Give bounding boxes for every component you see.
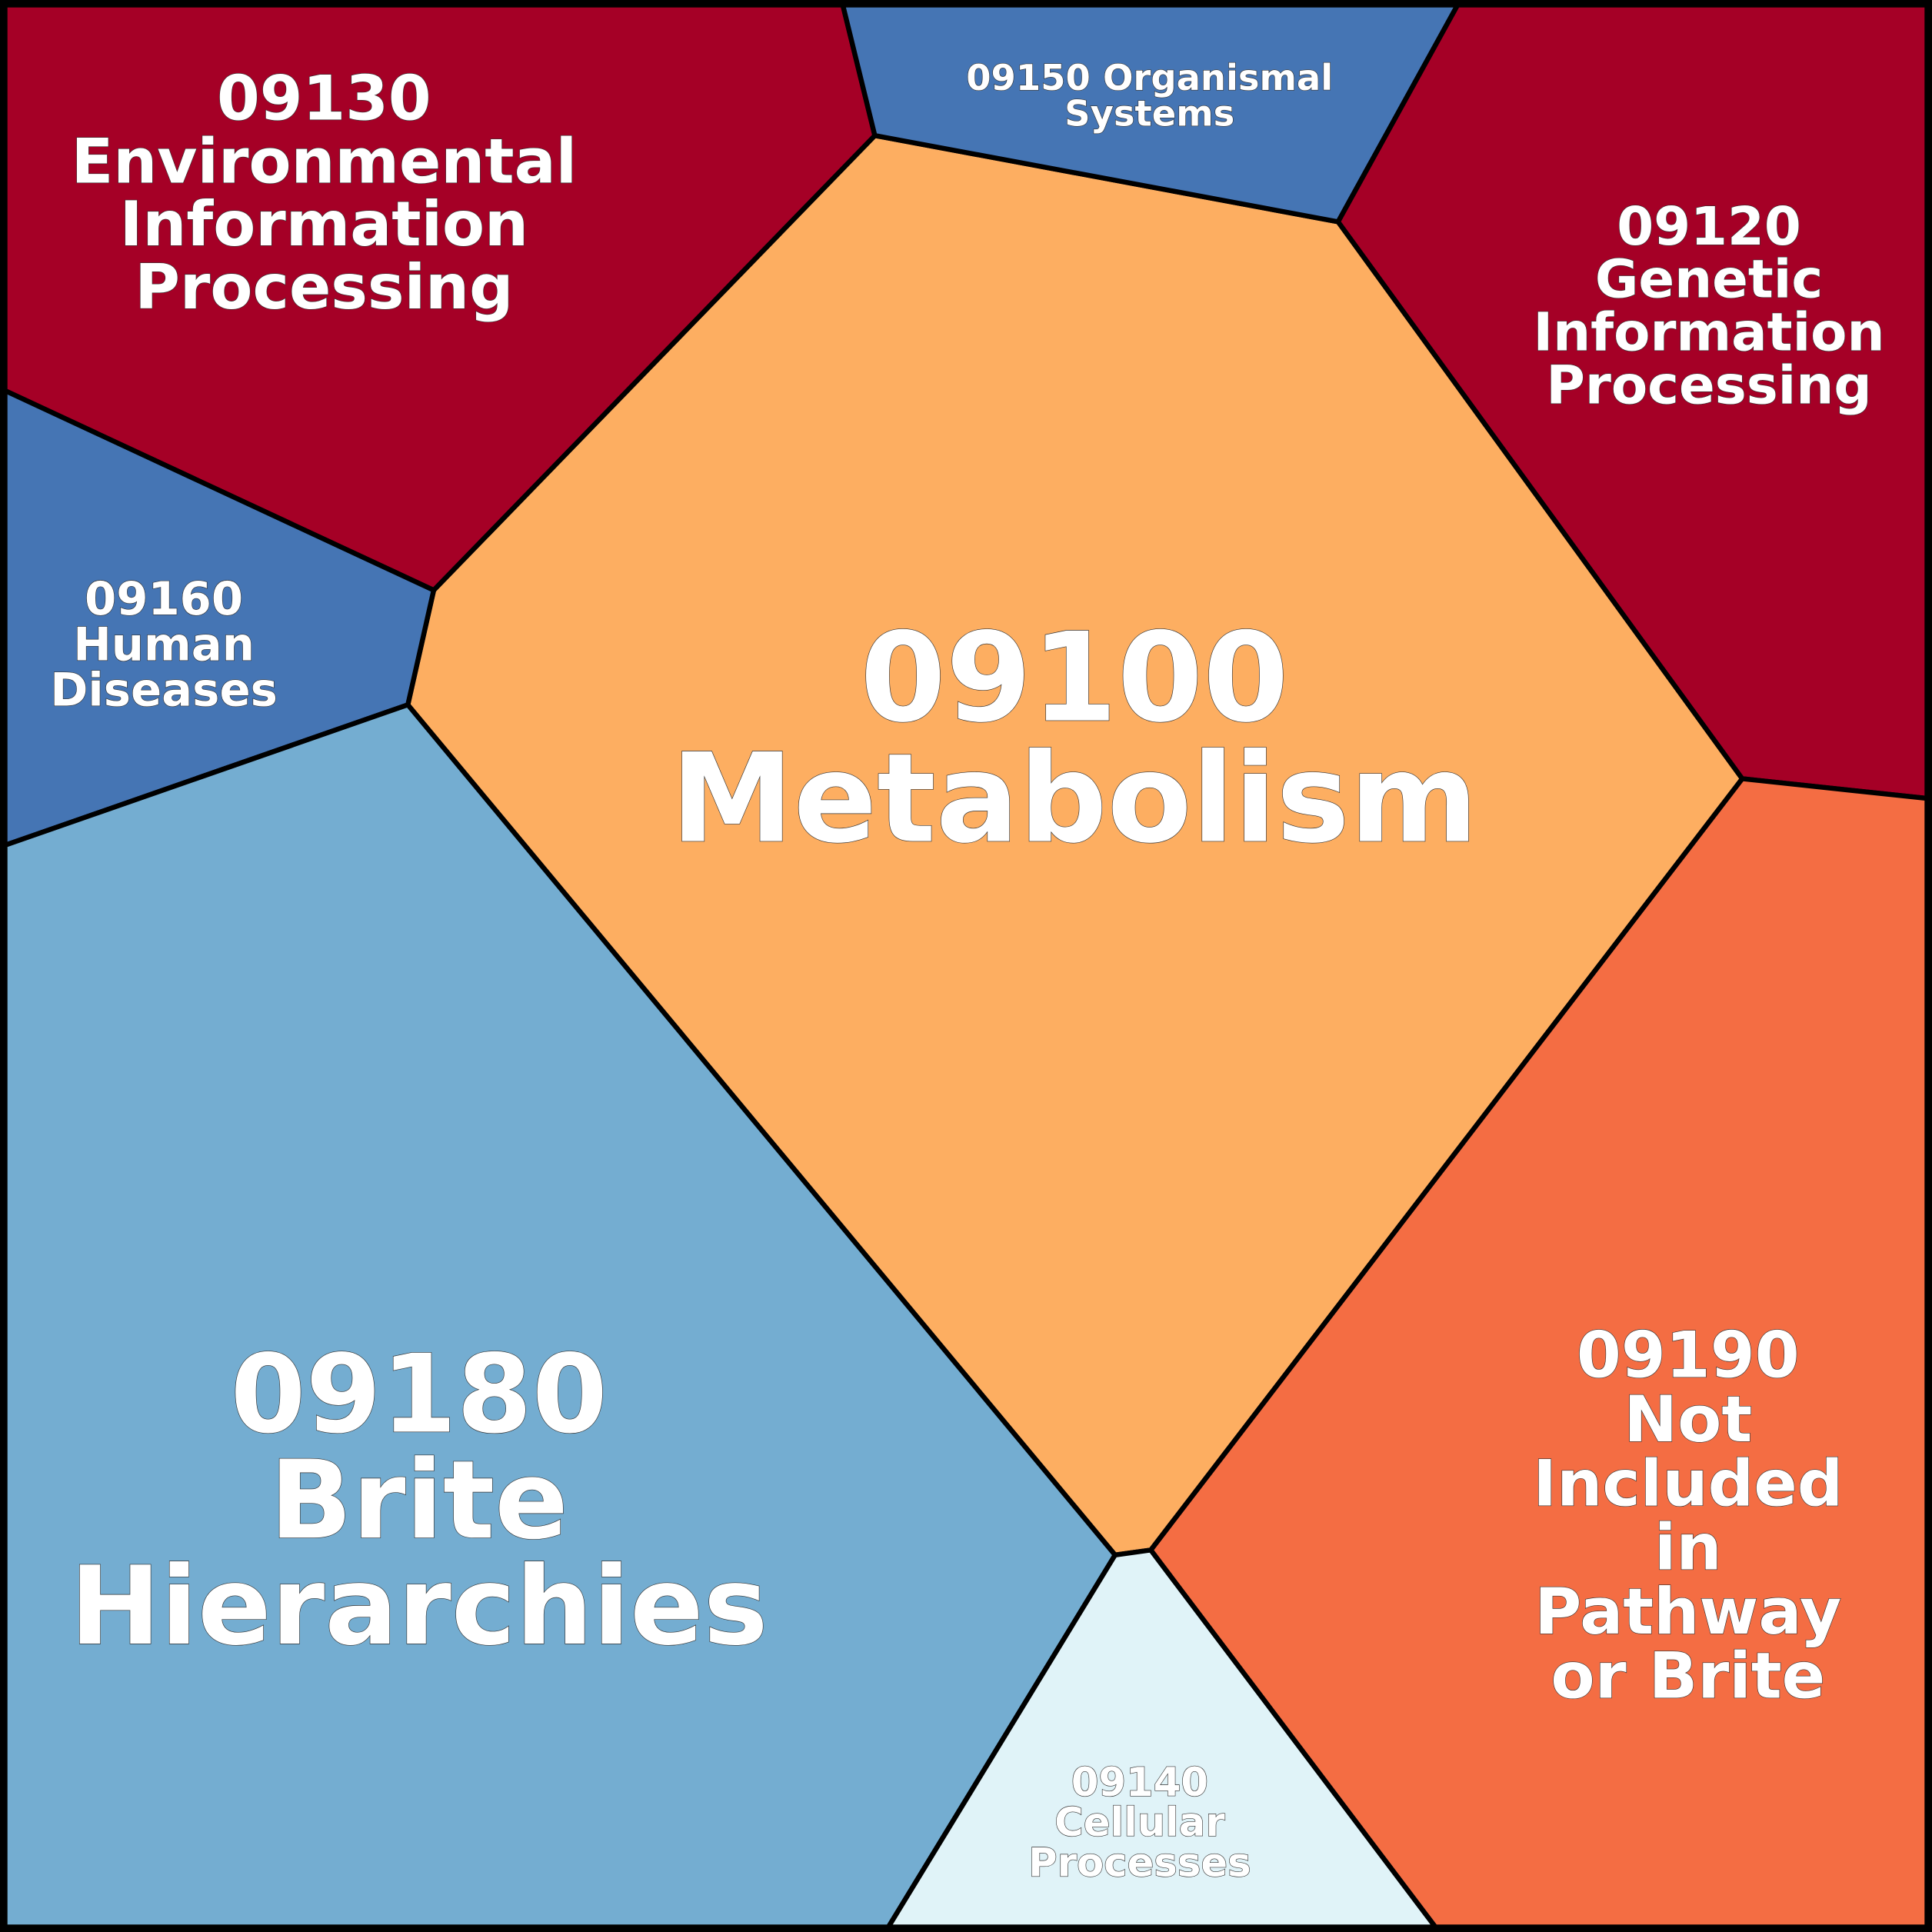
cell-label: 09190	[1577, 1318, 1800, 1393]
cell-label: Processing	[135, 251, 513, 323]
cell-label: Systems	[1064, 92, 1234, 134]
cell-label: Processing	[1546, 355, 1871, 416]
cell-label: 09140	[1071, 1760, 1208, 1806]
cell-label: Information	[1534, 302, 1885, 364]
cell-label: in	[1654, 1511, 1722, 1585]
cell-label: Pathway	[1534, 1574, 1841, 1649]
cell-label: Metabolism	[671, 727, 1478, 871]
cell-label: Genetic	[1595, 249, 1823, 311]
cell-label: 09100	[860, 606, 1288, 750]
cell-label: 09130	[217, 63, 431, 135]
cell-label: Not	[1624, 1382, 1752, 1457]
cell-label: Human	[73, 618, 255, 671]
cell-label: Processes	[1028, 1840, 1251, 1886]
cell-label: Diseases	[50, 664, 278, 717]
cell-label: Hierarchies	[70, 1544, 768, 1670]
cell-label: 09180	[230, 1332, 607, 1458]
cell-label: Included	[1533, 1446, 1843, 1521]
cell-label: Brite	[270, 1437, 568, 1564]
cell-label: or Brite	[1551, 1638, 1825, 1713]
cell-label: 09120	[1617, 196, 1801, 258]
cell-label: 09150 Organismal	[966, 57, 1333, 98]
cell-label: Cellular	[1054, 1800, 1225, 1846]
cell-label: 09160	[85, 572, 243, 625]
cell-label: Information	[120, 188, 528, 260]
cell-label: Environmental	[72, 125, 578, 197]
